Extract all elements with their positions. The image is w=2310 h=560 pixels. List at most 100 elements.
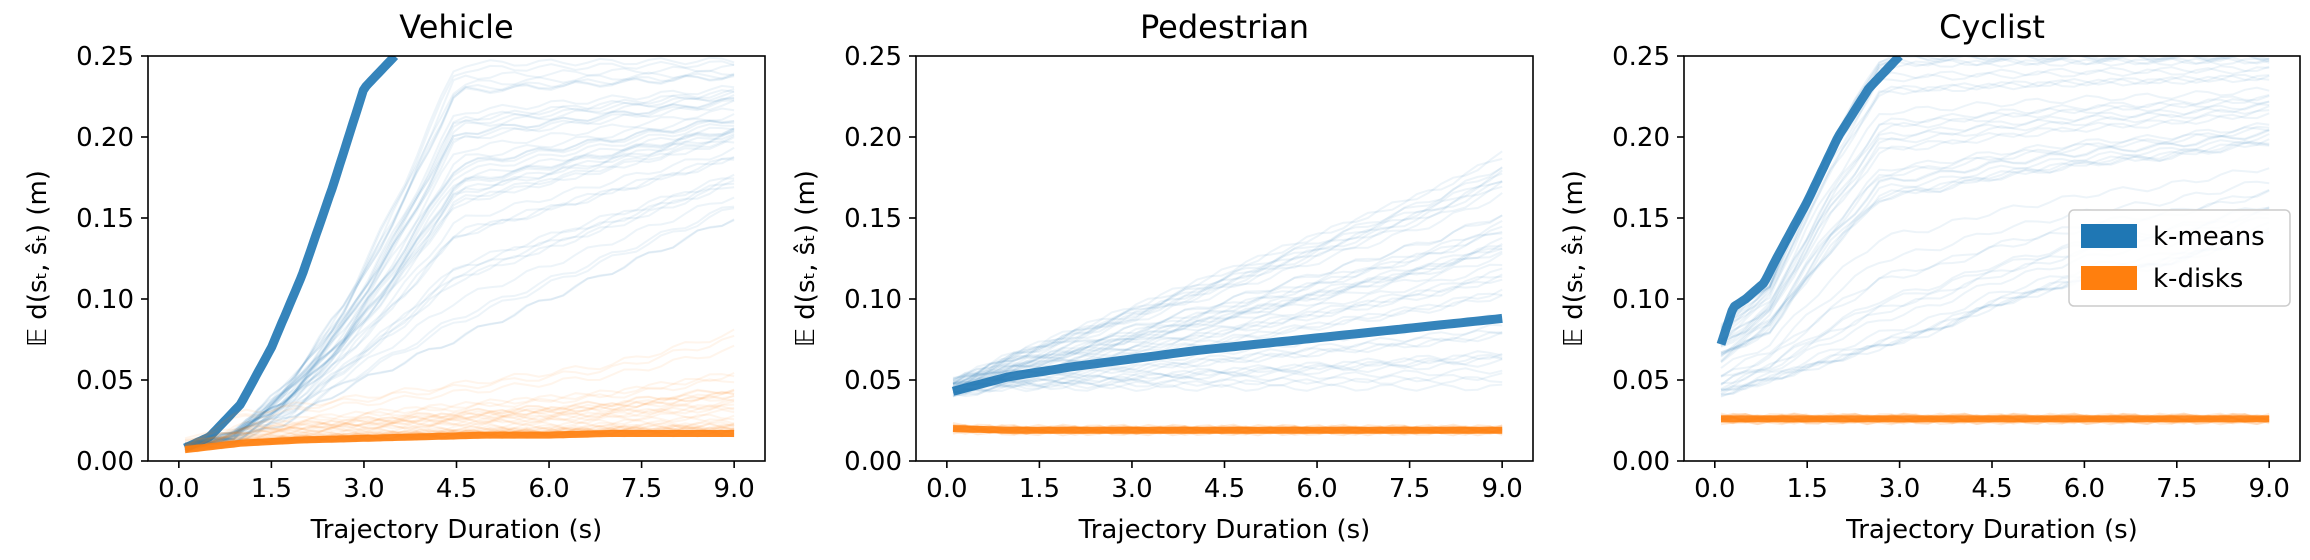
trajectory-k-disks (184, 389, 735, 448)
trajectory-k-means (184, 218, 735, 449)
trajectory-k-means (184, 156, 735, 447)
y-tick-label: 0.25 (844, 42, 902, 72)
trajectory-k-disks (184, 344, 735, 441)
trajectory-k-means (184, 72, 735, 447)
trajectory-k-means (952, 214, 1503, 384)
trajectory-k-means (952, 157, 1503, 385)
trajectory-k-means (1720, 73, 2270, 337)
x-tick-label: 0.0 (158, 474, 199, 504)
trajectory-k-means (184, 219, 735, 450)
trajectory-k-means (952, 220, 1503, 384)
trajectory-k-means (952, 180, 1503, 385)
trajectory-k-means (952, 230, 1503, 389)
trajectory-k-means (1720, 189, 2270, 377)
trajectory-k-means (1720, 94, 2270, 341)
trajectory-k-means (184, 123, 735, 451)
series-core-k-means (1716, 56, 1903, 346)
y-tick-label: 0.20 (76, 123, 134, 153)
legend-swatch-k-disks (2081, 266, 2137, 290)
y-tick-label: 0.10 (1612, 285, 1670, 315)
y-tick-label: 0.05 (844, 366, 902, 396)
trajectory-k-means (184, 156, 735, 450)
x-tick-label: 0.0 (1694, 474, 1735, 504)
trajectory-k-means (952, 250, 1503, 388)
trajectory-k-means (1720, 139, 2270, 362)
trajectory-k-means (1720, 102, 2270, 347)
trajectory-k-means (184, 146, 735, 447)
trajectory-k-means (952, 331, 1503, 392)
trajectory-k-means (184, 119, 735, 449)
trajectory-k-means (1720, 125, 2270, 356)
x-tick-label: 1.5 (1019, 474, 1060, 504)
series-k-disks (184, 328, 735, 454)
trajectory-k-disks (184, 328, 735, 440)
trajectory-k-disks (184, 334, 735, 442)
trajectory-k-means (1720, 98, 2270, 344)
trajectory-k-means (952, 166, 1503, 381)
trajectory-k-means (184, 120, 735, 450)
trajectory-k-means (952, 169, 1503, 380)
trajectory-k-means (952, 275, 1503, 392)
y-tick-label: 0.00 (844, 447, 902, 477)
trajectory-k-means (184, 196, 735, 449)
trajectory-k-means (1720, 133, 2270, 355)
y-tick-label: 0.00 (76, 447, 134, 477)
trajectory-k-means (952, 376, 1503, 398)
series-k-disks (952, 422, 1503, 437)
x-tick-label: 3.0 (1111, 474, 1152, 504)
trajectory-k-means (952, 225, 1503, 386)
trajectory-k-means (1720, 94, 2270, 341)
trajectory-k-means (952, 232, 1503, 390)
x-tick-label: 7.5 (621, 474, 662, 504)
trajectory-k-means (184, 73, 735, 445)
trajectory-k-means (952, 236, 1503, 386)
trajectory-k-means (1720, 141, 2270, 364)
panel-cyclist: 0.0 1.5 3.0 4.5 6.0 7.5 9.0 0.00 0.05 0.10 0.15 0.2… (1559, 8, 2301, 545)
trajectory-k-means (1720, 129, 2270, 354)
trajectory-k-means (184, 72, 735, 445)
legend-label-k-means: k-means (2153, 222, 2265, 252)
trajectory-k-means (184, 96, 735, 448)
trajectory-k-means (184, 126, 735, 451)
panel-vehicle: 0.0 1.5 3.0 4.5 6.0 7.5 9.0 0.00 0.05 0.10 0.15 0.2… (23, 8, 766, 545)
trajectory-k-disks (184, 404, 735, 452)
y-tick-label: 0.00 (1612, 447, 1670, 477)
trajectory-k-means (184, 207, 735, 450)
trajectory-k-means (1720, 180, 2270, 378)
x-tick-label: 4.5 (436, 474, 477, 504)
trajectory-k-means (184, 157, 735, 451)
trajectory-k-disks (184, 400, 735, 447)
trajectory-k-means (952, 247, 1503, 389)
trajectory-k-means (952, 180, 1503, 386)
trajectory-k-means (184, 129, 735, 447)
trajectory-k-means (1720, 167, 2270, 369)
trajectory-k-means (952, 263, 1503, 391)
x-tick-label: 9.0 (713, 474, 754, 504)
chart-title: Vehicle (399, 8, 513, 46)
trajectory-k-disks (184, 373, 735, 449)
trajectory-k-means (952, 172, 1503, 383)
trajectory-k-means (952, 214, 1503, 386)
trajectory-k-disks (184, 394, 735, 446)
x-tick-label: 6.0 (2064, 474, 2105, 504)
trajectory-k-disks (184, 418, 735, 453)
trajectory-k-means (952, 367, 1503, 395)
trajectory-k-means (1720, 100, 2270, 343)
trajectory-k-means (952, 252, 1503, 385)
trajectory-k-means (952, 180, 1503, 382)
trajectory-k-means (1720, 122, 2270, 355)
y-tick-label: 0.05 (1612, 366, 1670, 396)
legend-label-k-disks: k-disks (2153, 264, 2243, 294)
trajectory-k-means (184, 60, 735, 450)
trajectory-k-means (184, 88, 735, 446)
trajectory-k-means (952, 353, 1503, 398)
trajectory-k-means (184, 179, 735, 449)
trajectory-k-disks (184, 390, 735, 450)
x-tick-label: 0.0 (926, 474, 967, 504)
trajectory-k-disks (184, 404, 735, 450)
trajectory-k-means (952, 267, 1503, 389)
trajectory-k-means (1720, 112, 2270, 347)
trajectory-k-disks (184, 413, 735, 452)
trajectory-k-disks (184, 408, 735, 451)
